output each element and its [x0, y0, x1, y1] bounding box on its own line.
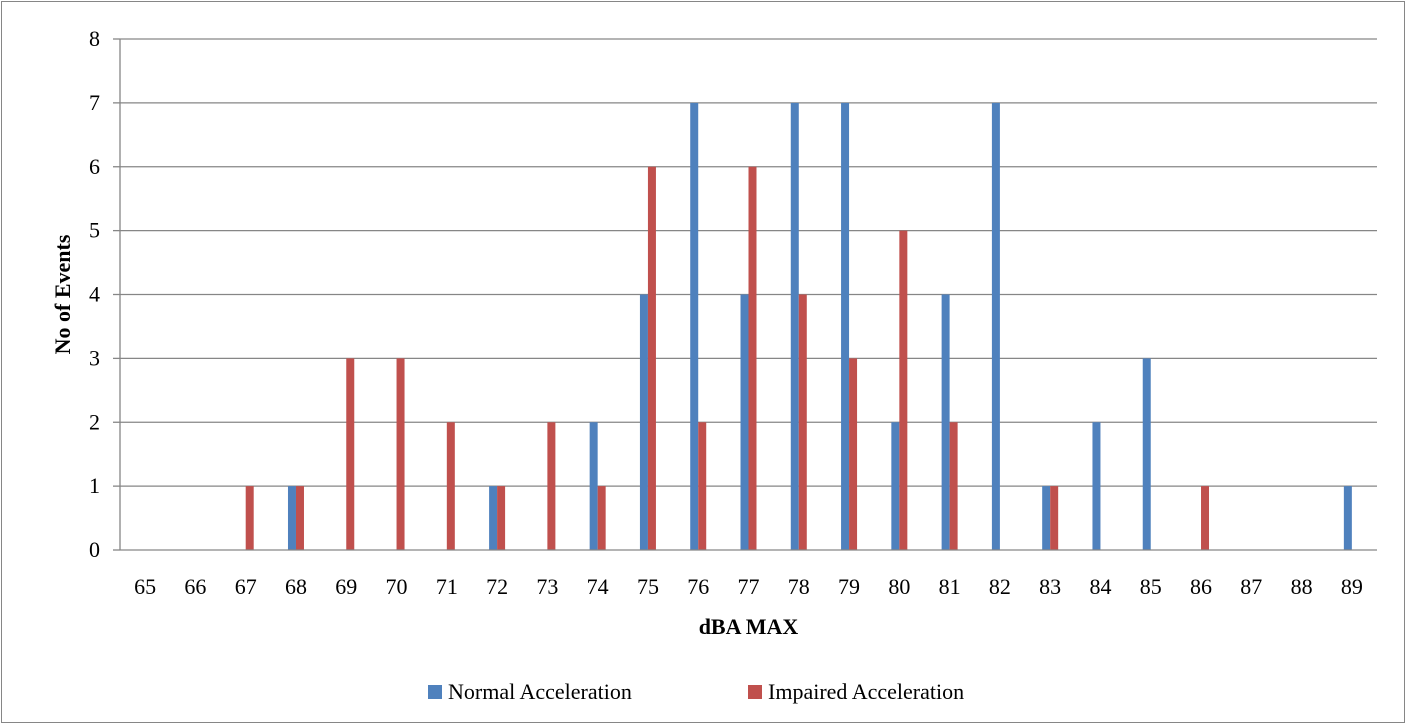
bar-impaired-77	[748, 166, 757, 550]
bar-impaired-73	[547, 422, 556, 550]
bar-normal-81	[941, 294, 950, 550]
bar-impaired-86	[1201, 486, 1210, 550]
x-tick-label-71: 71	[436, 574, 458, 599]
y-tick-label-3: 3	[89, 345, 100, 370]
x-tick-label-77: 77	[738, 574, 760, 599]
x-tick-label-78: 78	[788, 574, 810, 599]
y-tick-label-8: 8	[89, 26, 100, 51]
bar-impaired-70	[396, 358, 405, 550]
legend-swatch-impaired	[748, 685, 762, 699]
x-tick-label-76: 76	[687, 574, 709, 599]
bar-impaired-80	[899, 230, 908, 550]
y-tick-label-7: 7	[89, 90, 100, 115]
bar-normal-84	[1092, 422, 1101, 550]
bar-normal-82	[991, 102, 1000, 550]
x-tick-label-88: 88	[1291, 574, 1313, 599]
x-tick-label-72: 72	[486, 574, 508, 599]
bar-normal-85	[1142, 358, 1151, 550]
x-tick-label-65: 65	[134, 574, 156, 599]
y-tick-label-4: 4	[89, 282, 100, 307]
bar-impaired-79	[849, 358, 858, 550]
x-tick-label-85: 85	[1140, 574, 1162, 599]
legend-label-impaired: Impaired Acceleration	[768, 679, 964, 704]
x-tick-label-67: 67	[235, 574, 257, 599]
x-tick-label-66: 66	[184, 574, 206, 599]
bar-normal-83	[1042, 486, 1051, 550]
x-tick-label-87: 87	[1240, 574, 1262, 599]
x-tick-label-84: 84	[1089, 574, 1111, 599]
bar-normal-75	[639, 294, 648, 550]
bar-impaired-71	[446, 422, 455, 550]
bar-normal-68	[287, 486, 296, 550]
bar-impaired-74	[597, 486, 606, 550]
x-tick-label-68: 68	[285, 574, 307, 599]
bars	[245, 102, 1352, 550]
x-tick-labels: 65 66 67 68 69 70 71 72 73 74 75 76 77 78 79 80 81 82 83 84…	[134, 574, 1363, 599]
y-tick-label-1: 1	[89, 473, 100, 498]
bar-impaired-83	[1050, 486, 1059, 550]
bar-impaired-72	[497, 486, 506, 550]
bar-impaired-75	[647, 166, 656, 550]
bar-normal-76	[690, 102, 699, 550]
bar-normal-79	[841, 102, 850, 550]
bar-normal-89	[1343, 486, 1352, 550]
bar-impaired-76	[698, 422, 707, 550]
bar-impaired-81	[949, 422, 958, 550]
x-tick-label-79: 79	[838, 574, 860, 599]
x-tick-label-86: 86	[1190, 574, 1212, 599]
x-tick-label-70: 70	[386, 574, 408, 599]
bar-impaired-69	[346, 358, 355, 550]
bar-impaired-67	[245, 486, 254, 550]
bar-normal-77	[740, 294, 749, 550]
x-tick-label-82: 82	[989, 574, 1011, 599]
x-tick-label-81: 81	[939, 574, 961, 599]
x-tick-label-83: 83	[1039, 574, 1061, 599]
legend-label-normal: Normal Acceleration	[448, 679, 632, 704]
y-tick-label-2: 2	[89, 409, 100, 434]
y-axis-title: No of Events	[50, 234, 75, 354]
y-tick-labels: 0 1 2 3 4 5 6 7 8	[89, 26, 100, 562]
x-axis-title: dBA MAX	[699, 614, 799, 639]
bar-normal-78	[790, 102, 799, 550]
x-tick-label-80: 80	[888, 574, 910, 599]
legend: Normal Acceleration Impaired Acceleration	[428, 679, 964, 704]
legend-swatch-normal	[428, 685, 442, 699]
y-tick-label-0: 0	[89, 537, 100, 562]
bar-normal-72	[489, 486, 498, 550]
bar-impaired-78	[798, 294, 807, 550]
bar-normal-74	[589, 422, 598, 550]
x-tick-label-75: 75	[637, 574, 659, 599]
axes	[119, 39, 1377, 551]
y-tick-label-5: 5	[89, 218, 100, 243]
bar-impaired-68	[295, 486, 304, 550]
bar-normal-80	[891, 422, 900, 550]
x-tick-label-89: 89	[1341, 574, 1363, 599]
y-tick-label-6: 6	[89, 154, 100, 179]
x-tick-label-73: 73	[536, 574, 558, 599]
x-tick-label-74: 74	[587, 574, 609, 599]
x-tick-label-69: 69	[335, 574, 357, 599]
